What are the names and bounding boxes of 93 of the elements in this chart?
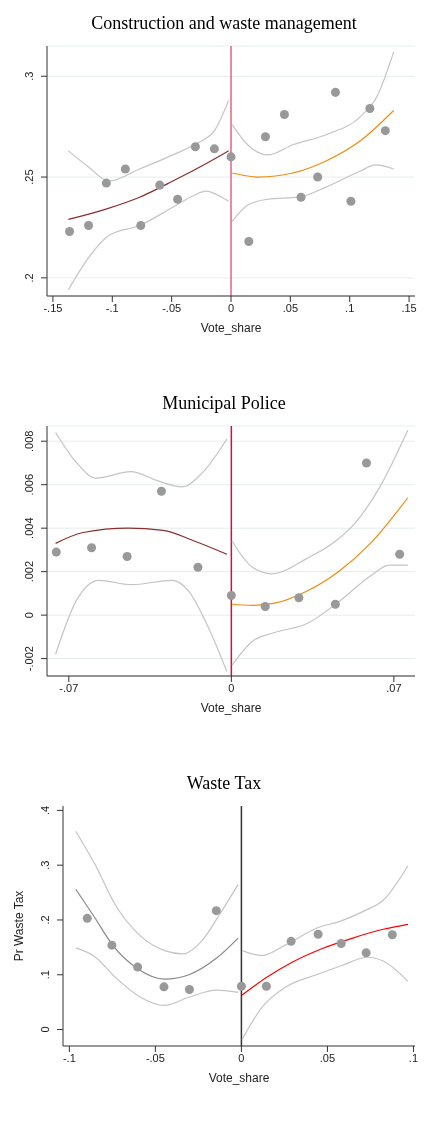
point [294,593,304,603]
line-series [231,497,409,606]
x-tick-label: -.15 [43,301,63,314]
line-series [54,431,228,488]
point [173,194,183,204]
line-series [54,527,228,555]
y-tick-label: .006 [23,473,35,496]
line-series [75,830,239,955]
point [313,172,323,182]
point [387,930,397,940]
point [101,178,111,188]
y-tick-label: 0 [39,1026,51,1033]
line-series [231,429,409,575]
point [156,486,166,496]
y-tick-label: .004 [23,517,35,539]
point [87,543,97,553]
point [211,906,221,916]
chart-title: Waste Tax [185,772,263,795]
point [51,547,61,557]
point [226,152,236,162]
point [395,549,405,559]
y-tick-label: .4 [39,805,51,815]
y-tick-label: .002 [23,560,35,583]
x-tick-label: .1 [345,301,355,314]
point [346,196,356,206]
x-axis-title: Vote_share [200,321,262,335]
x-tick-label: .15 [401,301,417,314]
point [107,940,117,950]
x-tick-label: .07 [386,681,402,694]
point [84,220,94,230]
x-tick-label: 0 [228,681,235,694]
x-tick-label: 0 [227,301,235,314]
point [159,982,169,992]
x-tick-label: .1 [408,1051,419,1064]
line-series [241,923,409,996]
x-tick-label: -.05 [145,1051,165,1064]
x-tick-label: -.1 [62,1051,76,1064]
line-series [75,888,239,980]
point [330,87,340,97]
point [336,939,346,949]
point [82,913,92,923]
point [260,601,270,611]
chart-title: Municipal Police [161,392,287,415]
y-tick-label: .1 [39,970,51,980]
line-series [67,190,230,291]
y-tick-label: -.002 [23,646,35,672]
point [365,103,375,114]
y-tick-label: .25 [23,169,35,185]
point [133,962,143,972]
line-series [54,579,228,673]
x-tick-label: 0 [238,1051,245,1064]
point [330,599,340,609]
point [122,551,132,561]
point [380,126,390,136]
point [190,142,200,152]
point [65,226,75,236]
point [260,132,270,142]
y-axis-title: Pr Waste Tax [12,890,27,962]
point [184,985,194,995]
point [279,110,289,120]
line-series [241,865,409,957]
y-tick-label: .2 [23,273,35,283]
x-tick-label: -.07 [59,681,79,694]
point [296,192,306,202]
line-series [231,109,395,178]
x-tick-label: .05 [282,301,298,314]
point [244,237,254,247]
y-tick-label: .008 [23,430,35,452]
x-axis-title: Vote_share [200,701,262,715]
x-tick-label: .05 [319,1051,336,1064]
point [209,144,219,154]
y-tick-label: .2 [39,915,51,925]
point [361,948,371,958]
point [120,164,130,174]
y-tick-label: .3 [23,71,35,81]
x-axis-title: Vote_share [208,1071,270,1085]
x-tick-label: -.1 [105,301,119,314]
point [313,929,323,939]
point [361,458,371,468]
point [193,562,203,572]
line-series [231,564,409,666]
point [136,220,146,230]
y-tick-label: 0 [23,612,35,619]
chart-title: Construction and waste management [90,12,358,35]
point [226,591,236,601]
x-tick-label: -.05 [162,301,182,314]
line-series [231,164,395,222]
line-series [231,51,395,156]
point [286,936,296,946]
point [236,981,246,991]
point [155,180,165,190]
y-tick-label: .3 [39,860,51,870]
point [261,981,271,991]
